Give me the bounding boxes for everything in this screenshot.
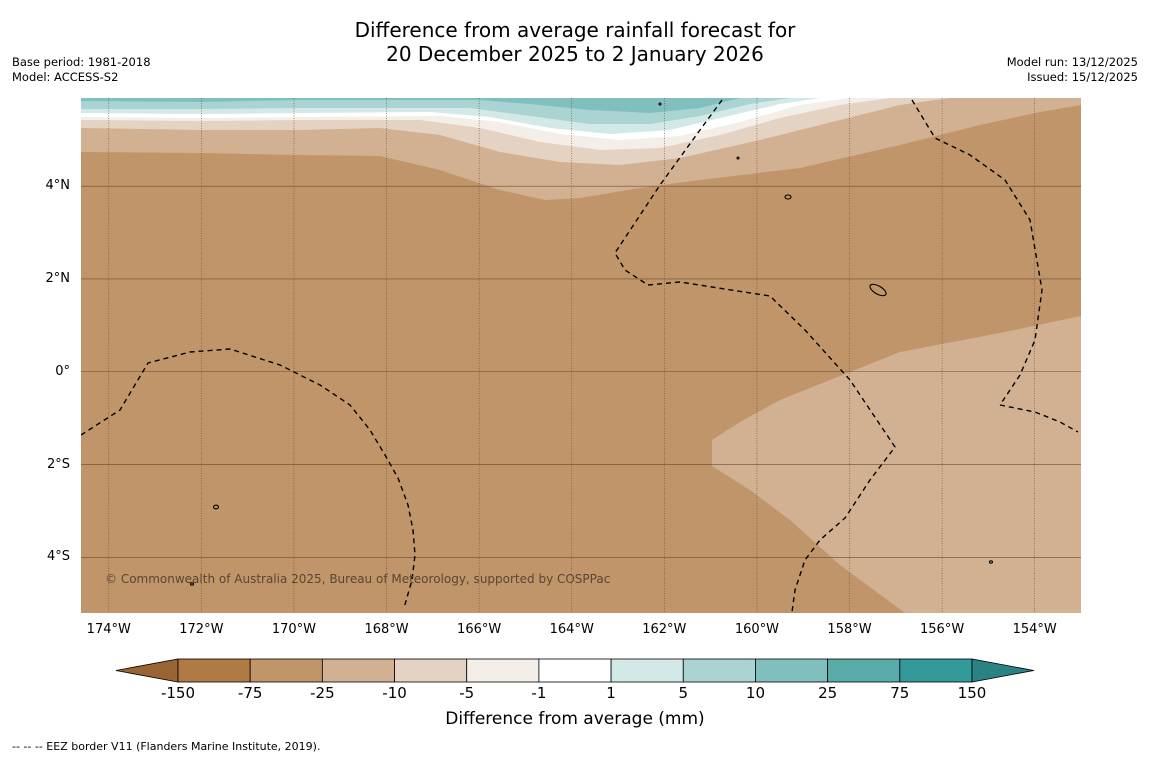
lon-tick-label: 154°W <box>1012 622 1057 637</box>
chart-title: Difference from average rainfall forecas… <box>0 18 1150 66</box>
colorbar-tick: -5 <box>459 684 475 702</box>
colorbar-tick: 25 <box>818 684 838 702</box>
eez-border-east <box>911 99 1043 406</box>
island-small-1 <box>189 582 195 586</box>
colorbar-tick: -1 <box>531 684 547 702</box>
lon-tick-label: 166°W <box>457 622 502 637</box>
island-tabuaeran <box>784 194 792 200</box>
gridlines <box>81 98 1081 613</box>
lat-tick-label: 4°N <box>45 178 71 194</box>
model-name: Model: ACCESS-S2 <box>12 70 119 84</box>
island-small-2 <box>988 560 994 564</box>
map-fill-layer <box>81 98 1081 613</box>
lat-tick-label: 0° <box>55 363 70 379</box>
colorbar-title: Difference from average (mm) <box>445 709 705 729</box>
eez-borders <box>81 99 1079 613</box>
lon-tick-label: 162°W <box>642 622 687 637</box>
colorbar-tick: 1 <box>606 684 616 702</box>
lon-tick-label: 160°W <box>734 622 779 637</box>
title-line-1: Difference from average rainfall forecas… <box>354 18 796 42</box>
colorbar-tick: 5 <box>678 684 689 702</box>
eez-border-kiribati-line <box>614 99 896 613</box>
lon-tick-label: 172°W <box>179 622 224 637</box>
island-small-3 <box>658 102 662 106</box>
base-period: Base period: 1981-2018 <box>12 55 151 69</box>
colorbar-tick: 10 <box>745 684 765 702</box>
colorbar-tick: -10 <box>382 684 407 702</box>
lat-tick-label: 4°S <box>46 549 70 565</box>
lat-tick-label: 2°N <box>45 270 71 286</box>
lon-tick-label: 158°W <box>827 622 872 637</box>
lon-tick-label: 168°W <box>364 622 409 637</box>
model-run: Model run: 13/12/2025 <box>1006 55 1138 69</box>
issued-date: Issued: 15/12/2025 <box>1027 70 1138 84</box>
colorbar-tick: -25 <box>310 684 335 702</box>
meta-left: Base period: 1981-2018 Model: ACCESS-S2 <box>12 55 151 85</box>
island-small-4 <box>736 156 740 160</box>
title-line-2: 20 December 2025 to 2 January 2026 <box>386 42 764 66</box>
colorbar-tick: 150 <box>957 684 987 702</box>
colorbar-tick: -75 <box>237 684 263 702</box>
eez-border-kiribati-phoenix <box>81 348 416 609</box>
island-kanton <box>212 504 220 510</box>
lon-tick-label: 170°W <box>271 622 317 637</box>
lon-tick-label: 174°W <box>86 622 131 637</box>
colorbar-tick: -150 <box>160 684 196 702</box>
lon-tick-label: 156°W <box>920 622 965 637</box>
wet-strong-band <box>81 98 740 113</box>
eez-legend-note: -- -- -- EEZ border V11 (Flanders Marine… <box>12 740 321 753</box>
copyright-notice: © Commonwealth of Australia 2025, Bureau… <box>105 572 611 586</box>
colorbar-tick: 75 <box>890 684 910 702</box>
lon-tick-label: 164°W <box>549 622 594 637</box>
island-kiritimati <box>869 283 887 297</box>
eez-border-southeast <box>999 404 1079 433</box>
meta-right: Model run: 13/12/2025 Issued: 15/12/2025 <box>1007 55 1138 85</box>
lat-tick-label: 2°S <box>46 456 70 472</box>
islands <box>189 102 994 586</box>
